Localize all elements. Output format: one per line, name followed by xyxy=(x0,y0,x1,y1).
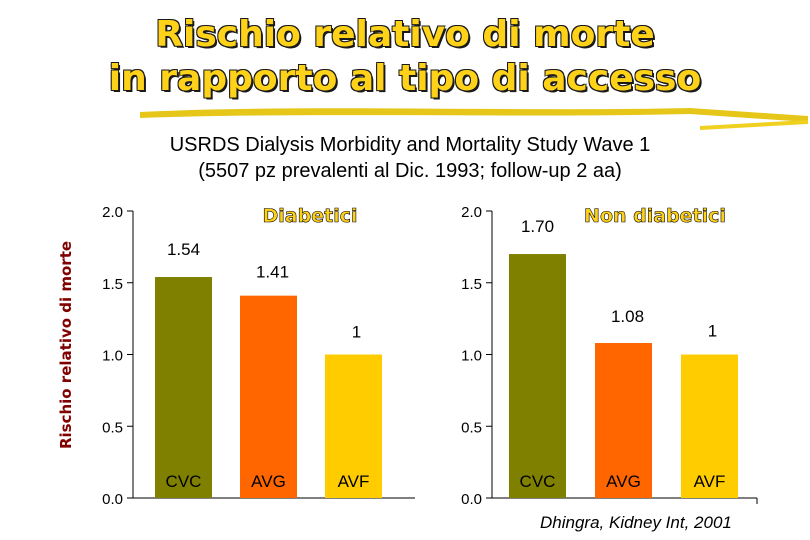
chart-2-y-tick-label: 0.0 xyxy=(461,491,482,508)
chart-2-bar-cvc xyxy=(509,254,566,498)
slide-title-line-1: Rischio relativo di morte xyxy=(155,14,655,55)
chart-2-y-tick-label: 1.5 xyxy=(461,276,482,293)
chart-1-bar-avf xyxy=(325,354,382,498)
chart-1-category-label-avg: AVG xyxy=(251,472,286,491)
chart-1-y-tick-label: 0.5 xyxy=(102,419,123,436)
slide-title-line-2: in rapporto al tipo di accesso xyxy=(108,58,702,99)
chart-2-value-label-cvc: 1.70 xyxy=(521,217,554,236)
chart-subtitle-line-2: (5507 pz prevalenti al Dic. 1993; follow… xyxy=(198,160,622,182)
chart-subtitle-line-1: USRDS Dialysis Morbidity and Mortality S… xyxy=(169,134,651,156)
chart-1-y-tick-label: 1.0 xyxy=(102,348,123,365)
chart-1-bar-avg xyxy=(240,295,297,498)
chart-1-category-label-avf: AVF xyxy=(338,472,370,491)
chart-2-bar-avg xyxy=(595,343,652,498)
chart-1-y-tick-label: 0.0 xyxy=(102,491,123,508)
chart-1-y-tick-label: 2.0 xyxy=(102,204,123,221)
chart-1-value-label-avg: 1.41 xyxy=(256,263,289,282)
chart-1-y-tick-label: 1.5 xyxy=(102,276,123,293)
chart-2-y-tick-label: 0.5 xyxy=(461,419,482,436)
chart-2-bar-avf xyxy=(681,354,738,498)
chart-2-value-label-avf: 1 xyxy=(708,322,717,341)
chart-1-value-label-avf: 1 xyxy=(352,323,361,342)
chart-2-y-tick-label: 2.0 xyxy=(461,204,482,221)
chart-2-value-label-avg: 1.08 xyxy=(611,307,644,326)
chart-2-title: Non diabetici xyxy=(584,205,726,227)
citation: Dhingra, Kidney Int, 2001 xyxy=(540,513,732,532)
chart-1-bar-cvc xyxy=(155,277,212,498)
chart-2-category-label-cvc: CVC xyxy=(520,472,556,491)
chart-2-category-label-avf: AVF xyxy=(694,472,726,491)
chart-1-category-label-cvc: CVC xyxy=(166,472,202,491)
chart-1-value-label-cvc: 1.54 xyxy=(167,240,200,259)
chart-2-y-tick-label: 1.0 xyxy=(461,348,482,365)
chart-2-category-label-avg: AVG xyxy=(606,472,641,491)
chart-1-title: Diabetici xyxy=(263,205,358,227)
